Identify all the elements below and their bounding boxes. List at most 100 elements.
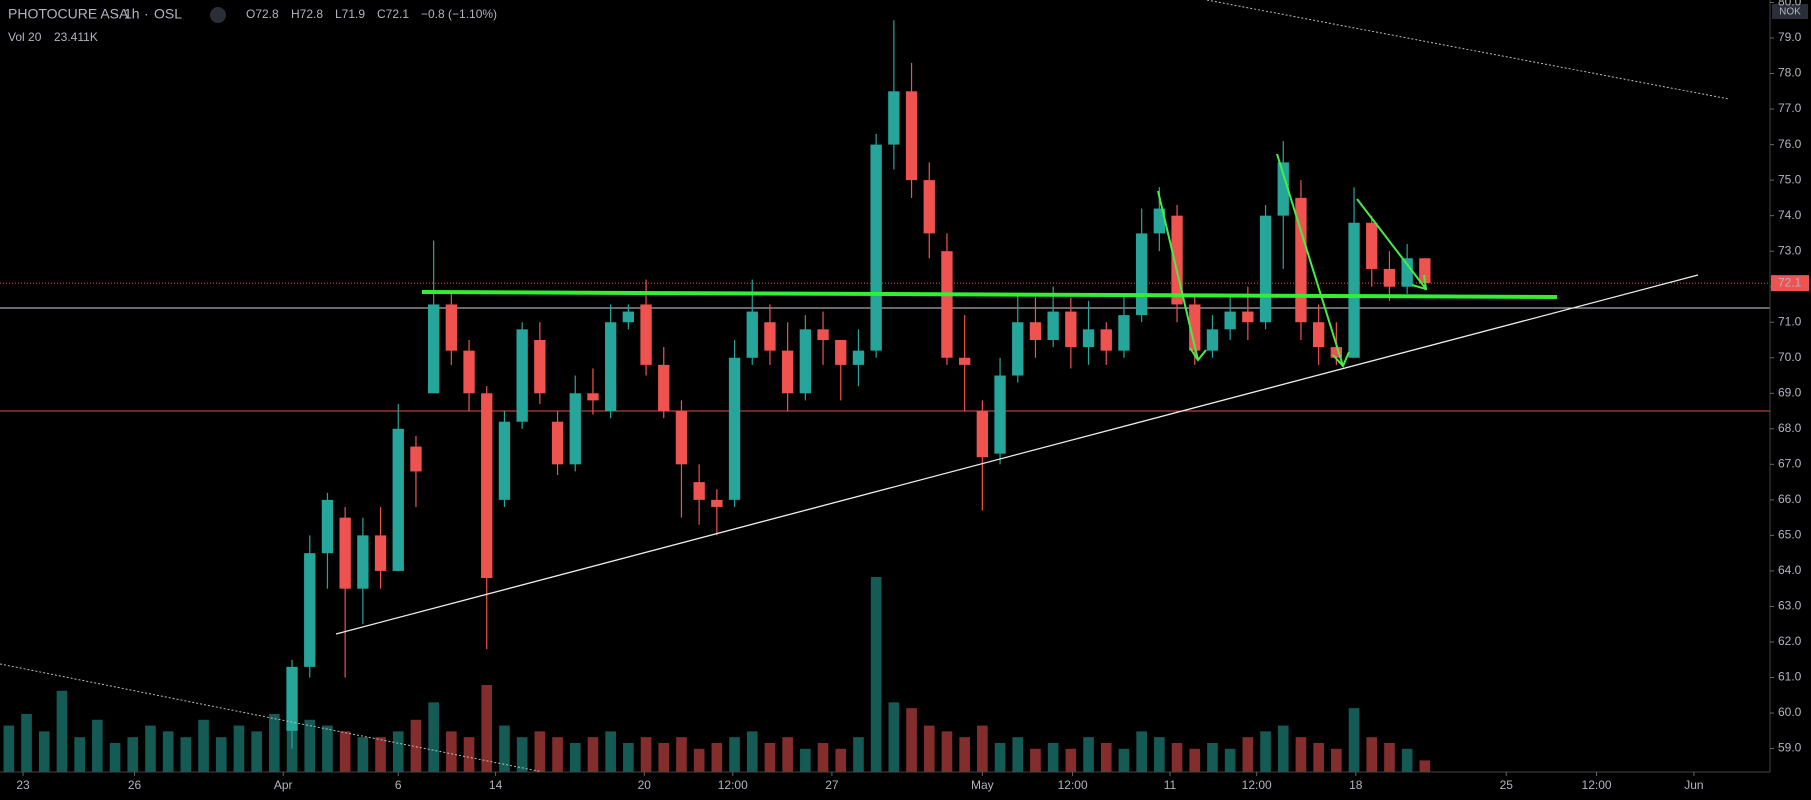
- last-price-label: 72.1: [1778, 275, 1802, 289]
- candle-body: [640, 304, 652, 365]
- candle-body: [905, 91, 918, 181]
- volume-bar: [339, 731, 351, 772]
- candle-body: [604, 322, 617, 412]
- candle-body: [481, 393, 493, 579]
- volume-bar: [162, 731, 174, 772]
- volume-value: 23.411K: [54, 30, 98, 44]
- candle-body: [357, 535, 369, 589]
- candle-body: [958, 357, 971, 365]
- volume-bar: [658, 742, 670, 772]
- volume-bar: [74, 737, 85, 772]
- x-tick-label: 12:00: [1058, 778, 1088, 792]
- candle-body: [410, 446, 422, 472]
- volume-bar: [605, 731, 616, 772]
- x-tick-label: Jun: [1684, 778, 1703, 792]
- candle-body: [1312, 322, 1325, 348]
- volume-bar: [1419, 760, 1431, 772]
- volume-bar: [127, 737, 139, 772]
- volume-bar: [1260, 731, 1271, 772]
- volume-bar: [180, 737, 192, 772]
- candle-body: [516, 329, 528, 422]
- candle-body: [1135, 233, 1148, 316]
- volume-bar: [481, 684, 493, 772]
- candle-body: [304, 553, 316, 667]
- exchange: OSL: [154, 6, 182, 22]
- volume-bar: [38, 731, 50, 772]
- volume-bar: [817, 742, 829, 772]
- volume-bar: [392, 731, 404, 772]
- volume-bar: [109, 742, 121, 772]
- candle-body: [852, 350, 865, 365]
- candle-body: [835, 339, 847, 365]
- volume-bar: [1047, 742, 1059, 772]
- candle-body: [1295, 197, 1307, 323]
- volume-label: Vol 20: [8, 30, 42, 44]
- volume-bar: [569, 742, 581, 772]
- candle-body: [286, 666, 298, 731]
- currency-box: [1772, 4, 1808, 19]
- candle-body: [1153, 208, 1166, 234]
- x-tick-label: 23: [16, 778, 30, 792]
- candle-body: [392, 428, 404, 571]
- y-tick-label: 80.0: [1778, 0, 1802, 9]
- volume-bar: [446, 731, 457, 772]
- y-tick-label: 61.0: [1778, 670, 1802, 684]
- y-tick-label: 78.0: [1778, 66, 1802, 80]
- x-tick-label: 6: [395, 778, 402, 792]
- ohlc-open: O72.8: [246, 7, 279, 21]
- volume-bar: [746, 731, 758, 772]
- candle-body: [693, 482, 705, 500]
- interval: 1h: [124, 6, 140, 22]
- x-tick-label: May: [971, 778, 994, 792]
- volume-bar: [923, 725, 935, 772]
- candle-body: [374, 535, 387, 571]
- candle-body: [1242, 311, 1254, 323]
- ohlc-high: H72.8: [291, 7, 323, 21]
- y-tick-label: 76.0: [1778, 137, 1802, 151]
- ohlc-low: L71.9: [335, 7, 365, 21]
- volume-bar: [463, 737, 475, 772]
- y-tick-label: 77.0: [1778, 101, 1802, 115]
- volume-bar: [1012, 737, 1024, 772]
- arrow-head: [1411, 274, 1428, 291]
- y-tick-label: 69.0: [1778, 385, 1802, 399]
- candle-body: [587, 393, 599, 401]
- volume-bar: [375, 737, 386, 772]
- x-tick-label: 12:00: [718, 778, 748, 792]
- price-axis: [1770, 0, 1811, 800]
- candle-body: [1259, 215, 1272, 323]
- candle-body: [1330, 347, 1343, 358]
- last-price-box: [1771, 275, 1809, 292]
- volume-bar: [1331, 748, 1342, 772]
- y-tick-label: 79.0: [1778, 30, 1802, 44]
- y-tick-label: 73.0: [1778, 243, 1802, 257]
- candle-body: [534, 339, 546, 394]
- volume-bar: [1348, 708, 1360, 772]
- candle-body: [1277, 162, 1289, 216]
- candle-body: [1366, 222, 1378, 269]
- candle-body: [1206, 329, 1219, 351]
- y-tick-label: 66.0: [1778, 492, 1802, 506]
- plot-area: [0, 20, 1770, 772]
- volume-bar: [534, 731, 546, 772]
- volume-bar: [56, 690, 68, 772]
- y-tick-label: 60.0: [1778, 705, 1802, 719]
- volume-bar: [1224, 748, 1236, 772]
- volume-bar: [92, 719, 103, 772]
- status-button[interactable]: [210, 7, 226, 23]
- volume-bar: [21, 713, 32, 772]
- arrow: [1276, 153, 1344, 367]
- volume-bar: [1207, 742, 1218, 772]
- volume-bar: [1313, 742, 1324, 772]
- currency: NOK: [1779, 7, 1801, 18]
- volume-bar: [693, 748, 705, 772]
- candle-body: [941, 251, 953, 358]
- volume-bar: [428, 702, 439, 772]
- volume-bar: [994, 742, 1006, 772]
- symbol: PHOTOCURE ASA: [8, 6, 129, 22]
- y-tick-label: 63.0: [1778, 599, 1802, 613]
- volume-bar: [1083, 737, 1094, 772]
- candle-body: [870, 144, 882, 351]
